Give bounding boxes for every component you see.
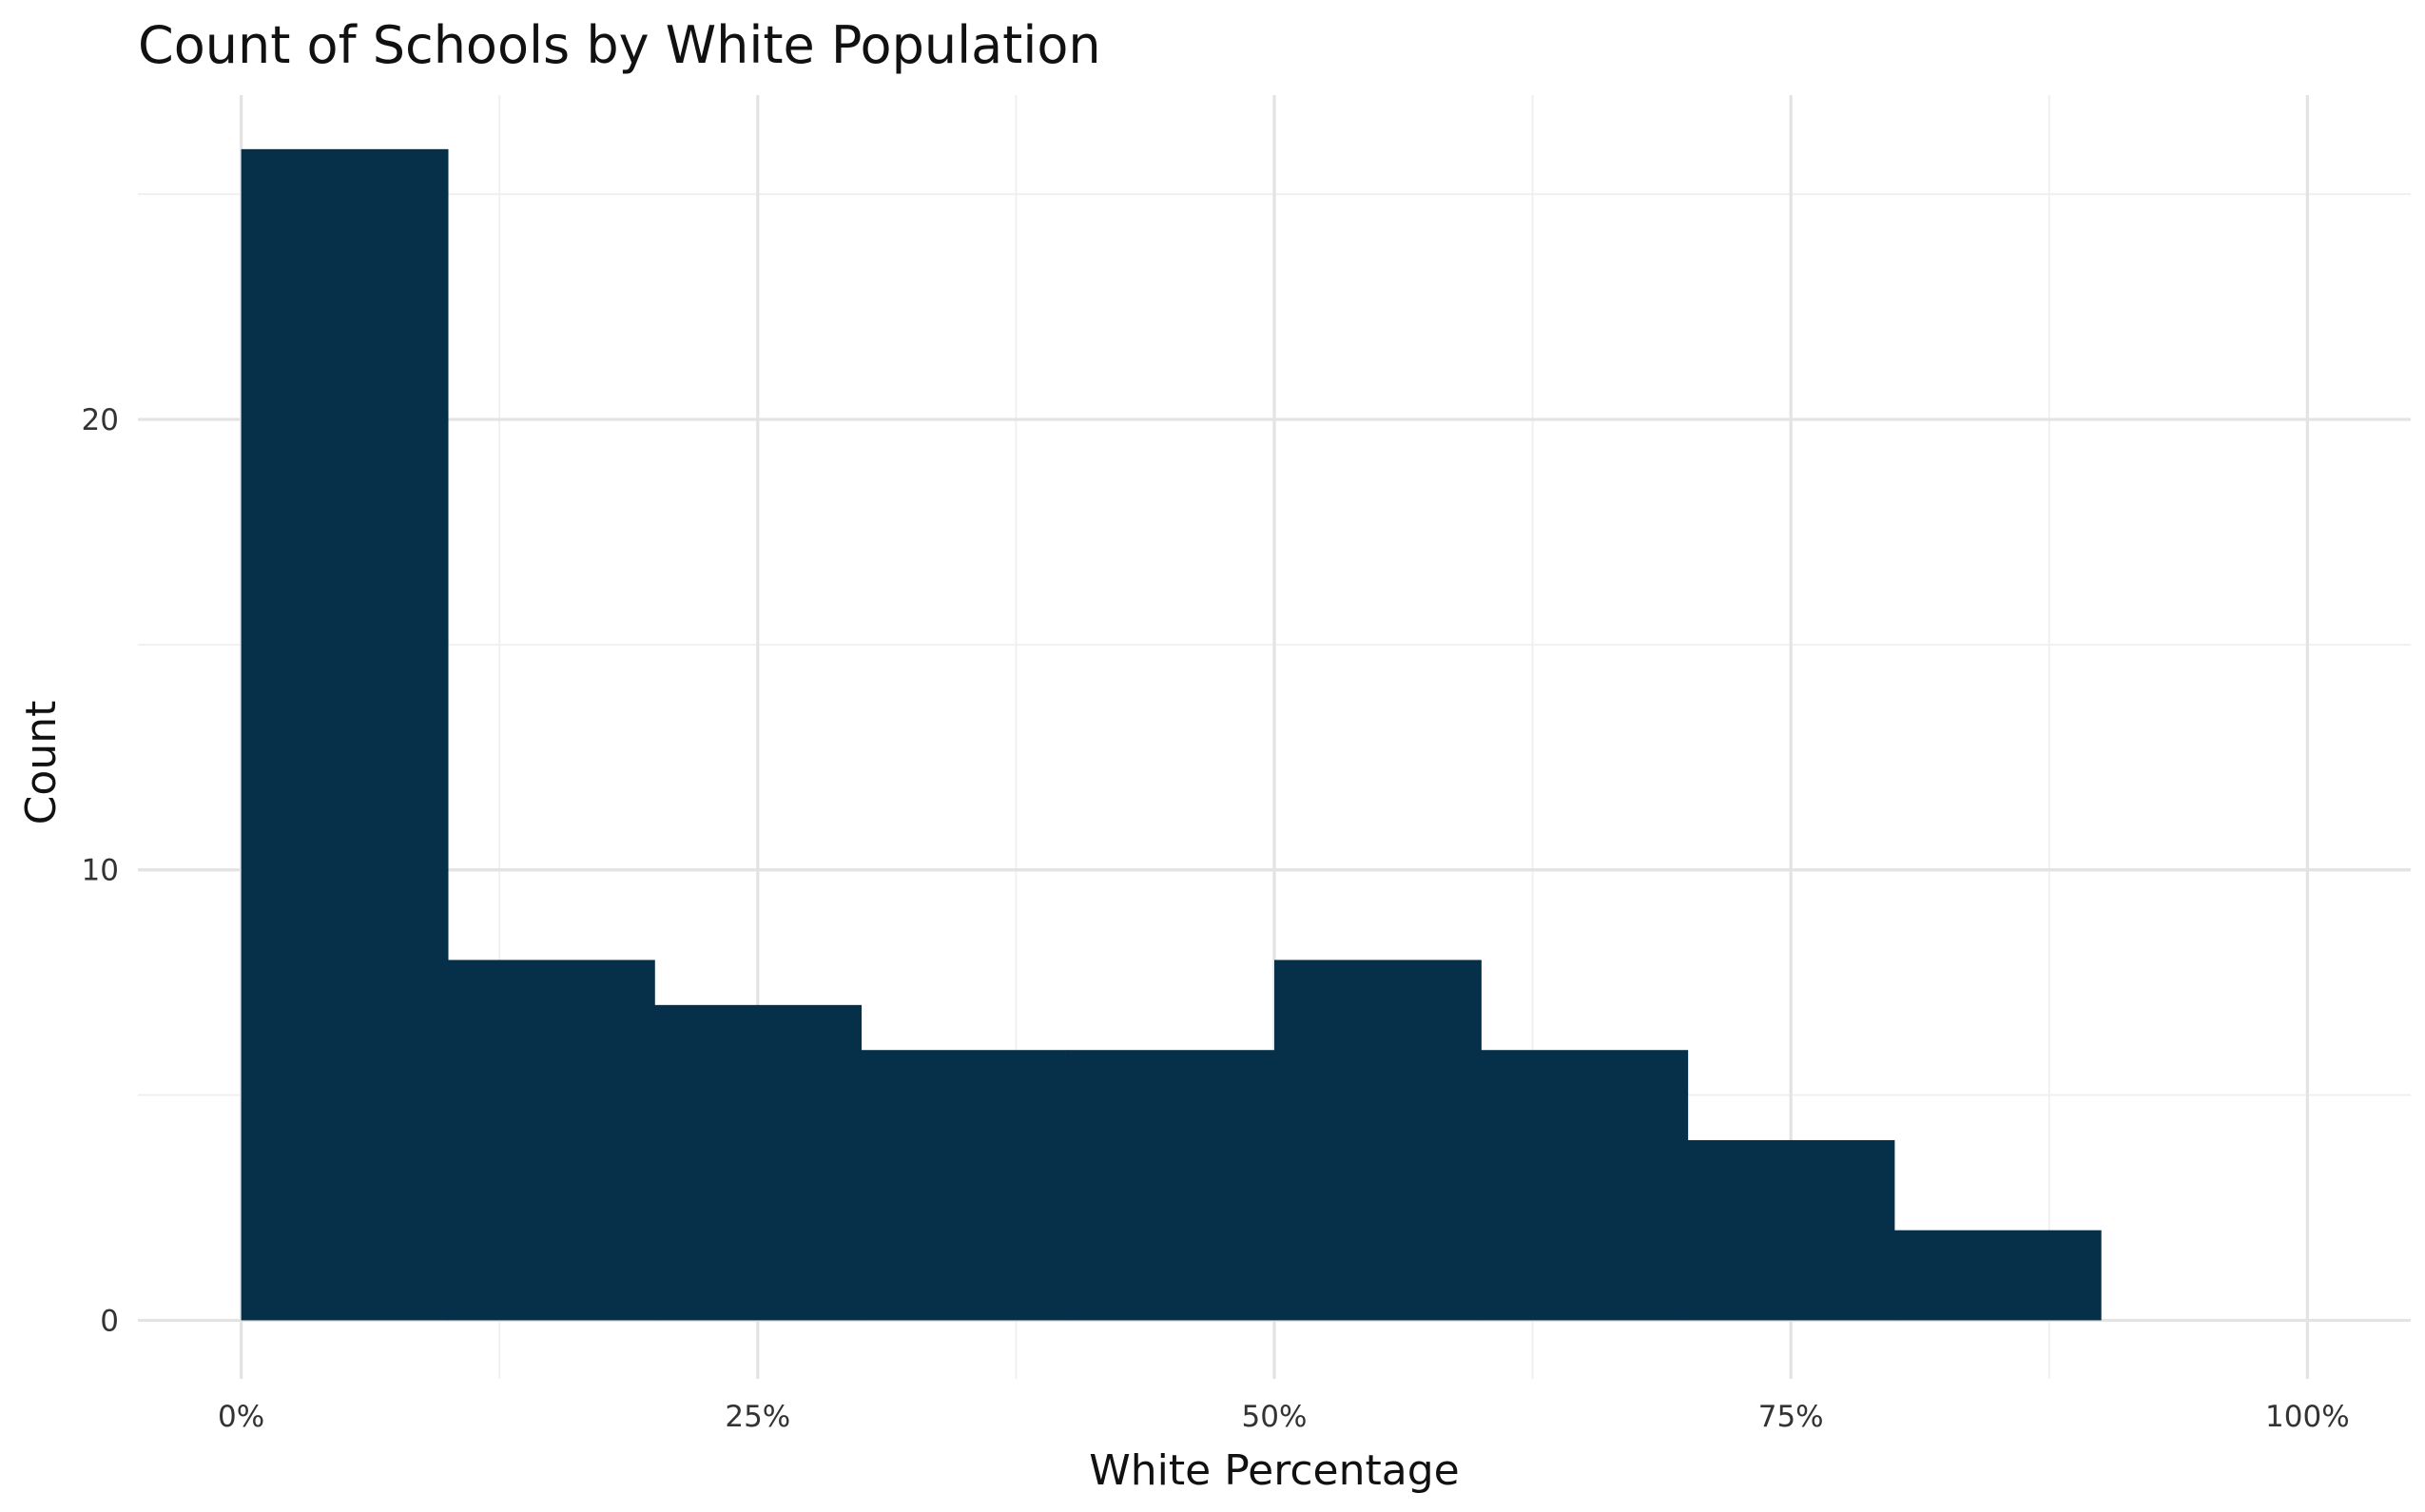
x-axis-ticks: 0% 25% 50% 75% 100%: [218, 1400, 2350, 1434]
histogram-bar: [241, 148, 449, 1321]
x-tick-label: 100%: [2265, 1400, 2350, 1434]
y-tick-label: 0: [100, 1304, 119, 1338]
y-tick-label: 20: [82, 403, 119, 437]
x-tick-label: 75%: [1758, 1400, 1824, 1434]
x-tick-label: 50%: [1242, 1400, 1308, 1434]
y-tick-label: 10: [82, 854, 119, 888]
histogram-bar: [1893, 1230, 2102, 1321]
histogram-bar: [861, 1050, 1069, 1321]
histogram-bar: [447, 960, 655, 1321]
x-axis-title: White Percentage: [1089, 1446, 1459, 1495]
y-axis-title: Count: [17, 701, 66, 825]
histogram-bar: [1481, 1050, 1689, 1321]
y-axis-ticks: 0 10 20: [82, 403, 119, 1338]
x-tick-label: 0%: [218, 1400, 264, 1434]
x-tick-label: 25%: [725, 1400, 790, 1434]
histogram-bar: [1274, 960, 1482, 1321]
histogram-bar: [1067, 1050, 1275, 1321]
chart-title: Count of Schools by White Population: [138, 15, 1101, 75]
histogram-bar: [1687, 1139, 1895, 1321]
histogram-bar: [654, 1004, 863, 1321]
bars: [241, 148, 2102, 1321]
